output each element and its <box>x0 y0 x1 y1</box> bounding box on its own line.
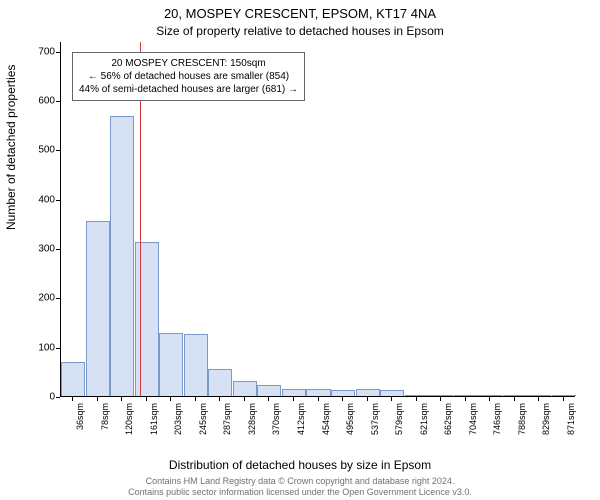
xtick-label: 829sqm <box>541 403 551 435</box>
bar <box>331 390 355 396</box>
xtick-mark <box>465 397 466 401</box>
ytick-mark <box>56 348 60 349</box>
ytick-mark <box>56 249 60 250</box>
xtick-label: 579sqm <box>394 403 404 435</box>
footer-line2: Contains public sector information licen… <box>128 487 472 497</box>
ytick-mark <box>56 200 60 201</box>
xtick-mark <box>97 397 98 401</box>
bar <box>61 362 85 396</box>
xtick-label: 788sqm <box>517 403 527 435</box>
xtick-mark <box>489 397 490 401</box>
xtick-label: 454sqm <box>321 403 331 435</box>
bar <box>429 395 453 396</box>
bar <box>306 389 330 396</box>
xtick-label: 203sqm <box>173 403 183 435</box>
bar <box>159 333 183 396</box>
xtick-label: 662sqm <box>443 403 453 435</box>
bar <box>208 369 232 396</box>
bar <box>454 395 478 396</box>
ytick-label: 100 <box>38 342 55 353</box>
xtick-mark <box>219 397 220 401</box>
bar <box>282 389 306 396</box>
xtick-label: 412sqm <box>296 403 306 435</box>
bar <box>356 389 380 396</box>
xtick-label: 370sqm <box>271 403 281 435</box>
ytick-mark <box>56 298 60 299</box>
y-axis-label: Number of detached properties <box>4 65 18 230</box>
xtick-label: 871sqm <box>566 403 576 435</box>
xtick-label: 120sqm <box>124 403 134 435</box>
bar <box>527 395 551 396</box>
ytick-mark <box>56 150 60 151</box>
ytick-label: 0 <box>49 392 55 403</box>
bar <box>257 385 281 396</box>
xtick-mark <box>342 397 343 401</box>
xtick-mark <box>268 397 269 401</box>
annotation-box: 20 MOSPEY CRESCENT: 150sqm ← 56% of deta… <box>72 52 305 101</box>
ytick-label: 700 <box>38 46 55 57</box>
xtick-mark <box>416 397 417 401</box>
bar <box>552 395 576 396</box>
xtick-label: 621sqm <box>419 403 429 435</box>
bar <box>478 395 502 396</box>
xtick-mark <box>146 397 147 401</box>
ytick-mark <box>56 397 60 398</box>
xtick-label: 161sqm <box>149 403 159 435</box>
xtick-mark <box>293 397 294 401</box>
xtick-label: 495sqm <box>345 403 355 435</box>
annotation-line1: 20 MOSPEY CRESCENT: 150sqm <box>79 57 298 70</box>
ytick-label: 200 <box>38 293 55 304</box>
bar <box>135 242 159 396</box>
chart-container: 20, MOSPEY CRESCENT, EPSOM, KT17 4NA Siz… <box>0 0 600 500</box>
xtick-label: 287sqm <box>222 403 232 435</box>
ytick-mark <box>56 52 60 53</box>
xtick-mark <box>318 397 319 401</box>
xtick-mark <box>244 397 245 401</box>
xtick-label: 746sqm <box>492 403 502 435</box>
xtick-mark <box>72 397 73 401</box>
xtick-label: 245sqm <box>198 403 208 435</box>
bar <box>110 116 134 396</box>
bar <box>184 334 208 396</box>
bar <box>86 221 110 396</box>
xtick-mark <box>538 397 539 401</box>
ytick-label: 600 <box>38 96 55 107</box>
xtick-mark <box>195 397 196 401</box>
annotation-line3: 44% of semi-detached houses are larger (… <box>79 83 298 96</box>
xtick-mark <box>170 397 171 401</box>
xtick-mark <box>440 397 441 401</box>
xtick-mark <box>514 397 515 401</box>
xtick-label: 328sqm <box>247 403 257 435</box>
ytick-label: 500 <box>38 145 55 156</box>
xtick-mark <box>121 397 122 401</box>
ytick-label: 300 <box>38 244 55 255</box>
ytick-label: 400 <box>38 194 55 205</box>
annotation-line2: ← 56% of detached houses are smaller (85… <box>79 70 298 83</box>
xtick-label: 36sqm <box>75 403 85 430</box>
xtick-mark <box>563 397 564 401</box>
bar <box>503 395 527 396</box>
bar <box>380 390 404 396</box>
xtick-mark <box>391 397 392 401</box>
xtick-label: 704sqm <box>468 403 478 435</box>
ytick-mark <box>56 101 60 102</box>
xtick-label: 78sqm <box>100 403 110 430</box>
xtick-mark <box>367 397 368 401</box>
chart-title: 20, MOSPEY CRESCENT, EPSOM, KT17 4NA <box>0 6 600 21</box>
footer-attribution: Contains HM Land Registry data © Crown c… <box>0 476 600 498</box>
footer-line1: Contains HM Land Registry data © Crown c… <box>146 476 455 486</box>
chart-subtitle: Size of property relative to detached ho… <box>0 24 600 38</box>
bar <box>233 381 257 396</box>
x-axis-label: Distribution of detached houses by size … <box>0 458 600 472</box>
xtick-label: 537sqm <box>370 403 380 435</box>
bar <box>405 395 429 396</box>
